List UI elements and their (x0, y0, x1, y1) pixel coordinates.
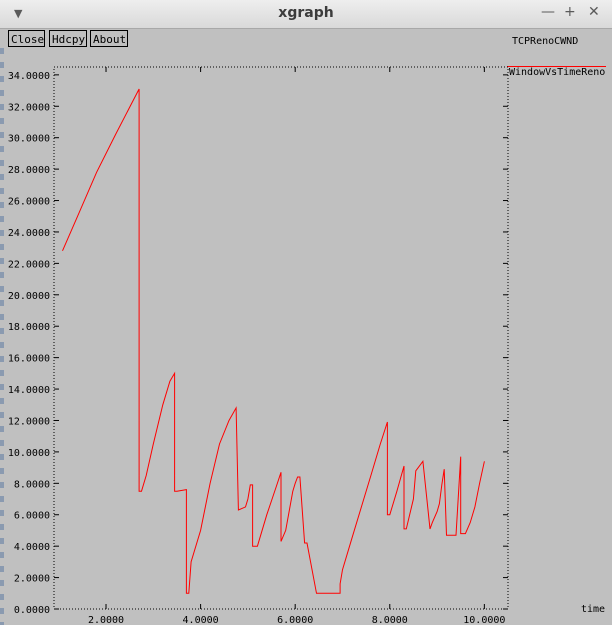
maximize-icon[interactable]: + (564, 4, 576, 20)
y-tick-label: 20.0000 (8, 291, 50, 302)
y-tick-label: 18.0000 (8, 322, 50, 333)
series-line-windowvstimereno (62, 88, 485, 594)
x-tick-label: 10.0000 (463, 615, 505, 625)
y-tick-label: 10.0000 (8, 448, 50, 459)
y-tick-label: 32.0000 (8, 102, 50, 113)
y-tick-label: 2.0000 (14, 574, 50, 585)
legend-line (507, 66, 606, 67)
y-tick-label: 30.0000 (8, 134, 50, 145)
x-tick-label: 2.0000 (88, 615, 124, 625)
about-button[interactable]: About (90, 30, 128, 47)
y-axis-label: TCPRenoCWND (512, 36, 579, 47)
y-tick-label: 6.0000 (14, 511, 50, 522)
close-button[interactable]: Close (8, 30, 45, 47)
chevron-down-icon[interactable]: ▼ (14, 7, 23, 20)
minimize-icon[interactable]: — (541, 4, 555, 20)
background-window-edge (0, 48, 4, 625)
y-tick-label: 24.0000 (8, 228, 50, 239)
y-tick-label: 0.0000 (14, 605, 50, 616)
y-tick-label: 26.0000 (8, 197, 50, 208)
legend-label: WindowVsTimeReno (509, 67, 606, 78)
y-tick-label: 28.0000 (8, 165, 50, 176)
y-tick-label: 4.0000 (14, 542, 50, 553)
y-tick-label: 34.0000 (8, 71, 50, 82)
x-axis-label: time (581, 604, 606, 615)
window-title: xgraph (278, 5, 334, 21)
y-tick-label: 22.0000 (8, 259, 50, 270)
y-tick-label: 8.0000 (14, 479, 50, 490)
close-icon[interactable]: ✕ (588, 4, 600, 20)
y-tick-label: 16.0000 (8, 354, 50, 365)
x-tick-label: 8.0000 (372, 615, 408, 625)
y-tick-label: 14.0000 (8, 385, 50, 396)
title-bar[interactable]: ▼ xgraph — + ✕ (0, 0, 612, 29)
y-tick-label: 12.0000 (8, 416, 50, 427)
hdcpy-button[interactable]: Hdcpy (49, 30, 87, 47)
x-tick-label: 6.0000 (277, 615, 313, 625)
x-tick-label: 4.0000 (183, 615, 219, 625)
